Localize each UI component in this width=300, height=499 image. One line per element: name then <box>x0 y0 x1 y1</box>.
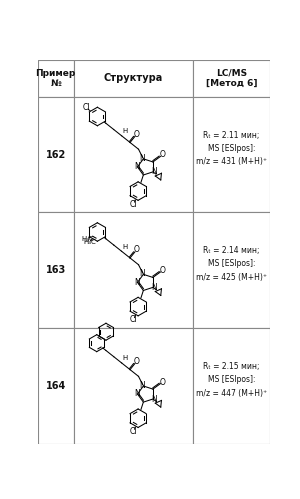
Text: O: O <box>134 246 140 254</box>
Bar <box>74 328 193 444</box>
Text: Rₜ = 2.11 мин;
MS [ESIpos]:
m/z = 431 (M+H)⁺: Rₜ = 2.11 мин; MS [ESIpos]: m/z = 431 (M… <box>196 131 267 166</box>
Text: Cl: Cl <box>130 315 137 324</box>
Bar <box>38 60 74 97</box>
Bar <box>74 60 193 97</box>
Text: H₃C: H₃C <box>81 236 94 242</box>
Text: 164: 164 <box>46 381 66 391</box>
Bar <box>38 213 74 328</box>
Text: O: O <box>160 266 166 275</box>
Bar <box>193 97 270 213</box>
Text: N: N <box>151 283 157 292</box>
Bar <box>38 97 74 213</box>
Text: H: H <box>122 128 128 134</box>
Text: O: O <box>160 378 166 387</box>
Text: LC/MS
[Метод 6]: LC/MS [Метод 6] <box>206 69 257 88</box>
Text: H: H <box>122 355 128 361</box>
Bar <box>193 328 270 444</box>
Bar <box>193 60 270 97</box>
Text: O: O <box>134 130 140 139</box>
Text: 162: 162 <box>46 150 66 160</box>
Text: N: N <box>134 389 140 398</box>
Text: N: N <box>140 381 146 390</box>
Text: Rₜ = 2.14 мин;
MS [ESIpos]:
m/z = 425 (M+H)⁺: Rₜ = 2.14 мин; MS [ESIpos]: m/z = 425 (M… <box>196 246 267 281</box>
Text: H: H <box>122 244 128 250</box>
Text: Cl: Cl <box>130 200 137 209</box>
Text: N: N <box>134 277 140 286</box>
Text: H₃C: H₃C <box>83 239 96 245</box>
Bar <box>74 213 193 328</box>
Text: 163: 163 <box>46 265 66 275</box>
Text: N: N <box>151 167 157 176</box>
Text: Структура: Структура <box>103 73 163 83</box>
Text: O: O <box>134 357 140 366</box>
Bar <box>193 213 270 328</box>
Text: Rₜ = 2.15 мин;
MS [ESIpos]:
m/z = 447 (M+H)⁺: Rₜ = 2.15 мин; MS [ESIpos]: m/z = 447 (M… <box>196 362 267 398</box>
Text: N: N <box>151 395 157 404</box>
Bar <box>74 97 193 213</box>
Text: Cl: Cl <box>130 427 137 436</box>
Text: O: O <box>160 150 166 159</box>
Text: Пример
№: Пример № <box>36 69 76 88</box>
Text: N: N <box>134 162 140 171</box>
Text: Cl: Cl <box>82 103 90 112</box>
Text: N: N <box>140 269 146 278</box>
Text: N: N <box>140 154 146 163</box>
Bar <box>38 328 74 444</box>
